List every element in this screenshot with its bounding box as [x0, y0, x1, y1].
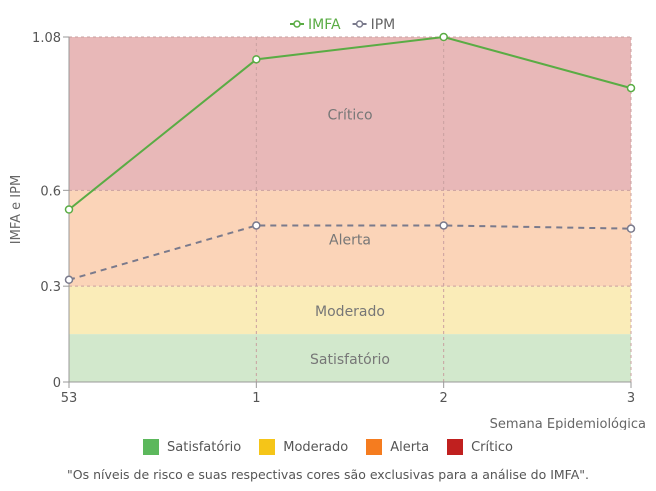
x-axis-label: Semana Epidemiológica — [490, 417, 646, 430]
data-point-imfa — [252, 55, 261, 64]
footnote: "Os níveis de risco e suas respectivas c… — [67, 467, 589, 482]
risk-swatch — [143, 439, 160, 455]
x-tick-label: 53 — [61, 391, 78, 406]
data-point-ipm — [64, 275, 74, 285]
risk-legend-item: Alerta — [366, 439, 429, 455]
line-chart: Satisfatório Moderado Alerta Crítico 0 0.3 0.6… — [9, 17, 646, 432]
risk-legend-item: Satisfatório — [143, 439, 241, 455]
risk-band-label: Crítico — [327, 108, 372, 124]
legend-marker-ipm — [355, 20, 364, 28]
x-tick-label: 2 — [440, 391, 448, 406]
risk-label: Satisfatório — [167, 439, 242, 455]
data-point-ipm — [439, 221, 448, 230]
risk-swatch — [366, 439, 383, 455]
series-line-imfa — [68, 35, 632, 211]
risk-label: Crítico — [471, 439, 513, 455]
legend-marker-imfa — [293, 20, 301, 28]
risk-band — [69, 190, 631, 287]
risk-band-label: Satisfatório — [310, 352, 390, 368]
risk-band — [69, 334, 631, 382]
data-point-ipm — [252, 221, 261, 230]
risk-legend-item: Crítico — [447, 439, 513, 455]
risk-label: Moderado — [283, 439, 349, 455]
risk-legend-item: Moderado — [259, 439, 348, 455]
risk-band — [69, 286, 631, 335]
y-tick-label: 0 — [53, 376, 61, 391]
y-tick-label: 0.6 — [40, 184, 61, 199]
data-point-imfa — [64, 205, 74, 214]
legend-label-imfa: IMFA — [308, 17, 341, 33]
y-axis-label: IMFA e IPM — [9, 175, 24, 244]
risk-legend: Satisfatório Moderado Alerta Crítico — [0, 439, 656, 455]
series-line-ipm — [68, 224, 632, 281]
y-tick-label: 1.08 — [32, 31, 61, 46]
data-point-ipm — [626, 224, 636, 233]
risk-swatch — [447, 439, 464, 455]
x-tick-label: 3 — [627, 391, 635, 406]
risk-band-label: Alerta — [329, 232, 371, 248]
y-tick-label: 0.3 — [40, 280, 61, 295]
risk-label: Alerta — [390, 439, 430, 455]
risk-band-label: Moderado — [315, 304, 385, 320]
legend-label-ipm: IPM — [371, 17, 396, 33]
data-point-imfa — [439, 32, 448, 42]
risk-swatch — [259, 439, 276, 455]
data-point-imfa — [626, 83, 636, 93]
x-tick-label: 1 — [252, 391, 260, 406]
